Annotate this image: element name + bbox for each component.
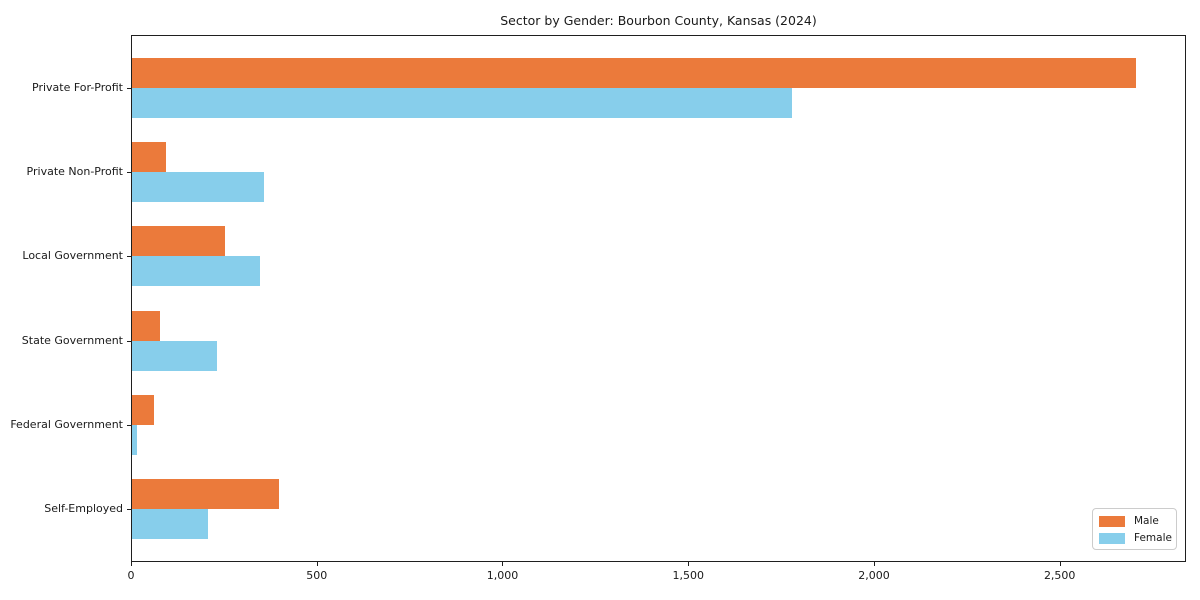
y-tick-label-federal-government: Federal Government: [10, 417, 123, 431]
x-tick-mark: [131, 562, 132, 566]
y-tick-mark: [127, 88, 131, 89]
bar-female-self-employed: [132, 509, 208, 539]
legend: Male Female: [1092, 508, 1177, 550]
bar-female-local-government: [132, 256, 261, 287]
bar-male-self-employed: [132, 479, 279, 509]
y-tick-mark: [127, 509, 131, 510]
y-tick-mark: [127, 172, 131, 174]
legend-label-male: Male: [1134, 515, 1159, 527]
x-tick-mark: [873, 562, 875, 566]
y-tick-label-state-government: State Government: [21, 333, 123, 347]
y-tick-label-self-employed: Self-Employed: [44, 502, 123, 515]
x-tick-label-2000: 2,000: [858, 569, 890, 582]
plot-area: [131, 35, 1186, 562]
x-tick-mark: [502, 562, 504, 566]
chart-title: Sector by Gender: Bourbon County, Kansas…: [500, 13, 817, 28]
legend-swatch-male: [1099, 515, 1125, 527]
x-tick-mark: [316, 562, 318, 566]
x-tick-label-500: 500: [306, 569, 328, 582]
x-tick-label-0: 0: [127, 569, 135, 582]
bar-female-state-government: [132, 340, 217, 371]
bar-male-private-for-profit: [132, 58, 1137, 88]
legend-item-female: Female: [1099, 531, 1172, 545]
x-tick-label-1000: 1,000: [486, 569, 519, 582]
x-tick-label-2500: 2,500: [1043, 569, 1076, 582]
legend-item-male: Male: [1099, 514, 1169, 528]
legend-swatch-female: [1099, 532, 1125, 544]
y-tick-mark: [127, 256, 131, 258]
bar-male-state-government: [132, 310, 161, 341]
bar-female-private-for-profit: [132, 88, 793, 118]
bar-male-federal-government: [132, 394, 154, 425]
x-tick-label-1500: 1,500: [672, 569, 704, 582]
y-tick-mark: [127, 340, 131, 342]
x-tick-mark: [1059, 562, 1061, 566]
bar-male-local-government: [132, 226, 226, 257]
y-tick-mark: [127, 424, 131, 426]
bar-male-private-non-profit: [132, 142, 166, 173]
legend-label-female: Female: [1134, 532, 1172, 544]
y-tick-label-private-non-profit: Private Non-Profit: [26, 165, 123, 179]
bar-female-private-non-profit: [132, 172, 265, 203]
y-tick-label-private-for-profit: Private For-Profit: [32, 81, 123, 94]
x-tick-mark: [688, 562, 690, 566]
y-tick-label-local-government: Local Government: [22, 249, 123, 263]
bar-female-federal-government: [132, 424, 137, 455]
